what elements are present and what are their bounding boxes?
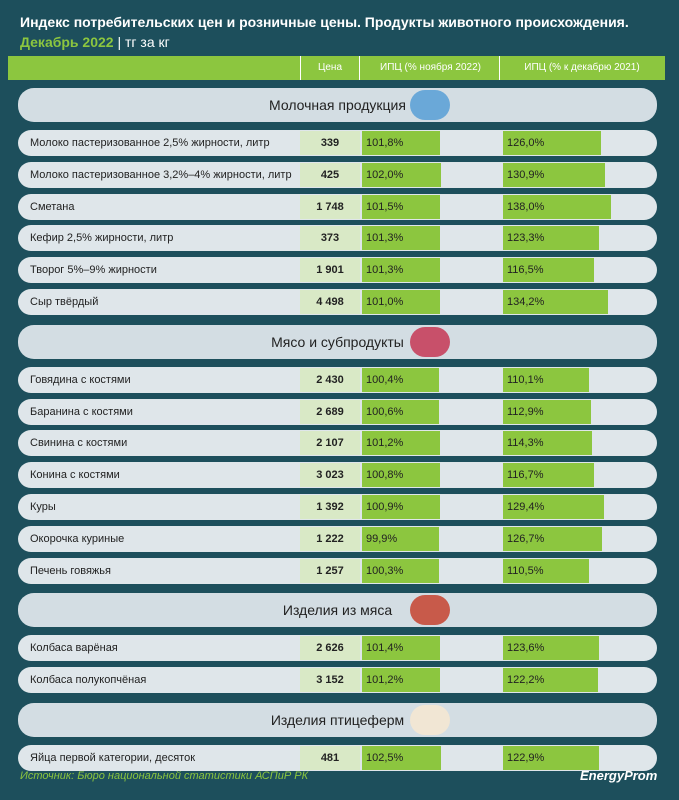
- ipc-dec-bar: 114,3%: [503, 431, 593, 456]
- section-header: Молочная продукция: [18, 88, 657, 122]
- ipc-dec-bar: 130,9%: [503, 162, 606, 187]
- ipc-nov-bar: 100,4%: [362, 367, 440, 392]
- ipc-nov-bar: 101,0%: [362, 290, 440, 314]
- ipc-nov-bar: 100,8%: [362, 463, 440, 488]
- col-header: Цена: [300, 56, 360, 80]
- ipc-dec-bar: 126,7%: [503, 526, 602, 551]
- title: Индекс потребительских цен и розничные ц…: [20, 14, 629, 30]
- price: 2 430: [300, 367, 360, 392]
- ipc-nov-bar: 101,5%: [362, 194, 441, 219]
- ipc-dec-bar: 134,2%: [503, 290, 608, 314]
- section-header: Мясо и субпродукты: [18, 324, 657, 359]
- price: 2 689: [300, 399, 360, 424]
- price: 425: [300, 162, 360, 187]
- price: 3 023: [300, 463, 360, 488]
- section-icon: [410, 326, 450, 357]
- price: 1 748: [300, 194, 360, 219]
- ipc-nov-bar: 101,4%: [362, 636, 441, 661]
- ipc-dec-bar: 112,9%: [503, 399, 592, 424]
- price: 1 222: [300, 526, 360, 551]
- price: 1 901: [300, 258, 360, 283]
- price: 4 498: [300, 290, 360, 314]
- section-header: Изделия из мяса: [18, 593, 657, 628]
- price: 1 392: [300, 495, 360, 519]
- ipc-dec-bar: 122,2%: [503, 668, 599, 693]
- ipc-nov-bar: 100,3%: [362, 558, 440, 583]
- price: 1 257: [300, 558, 360, 583]
- ipc-dec-bar: 129,4%: [503, 495, 604, 519]
- section-icon: [410, 595, 450, 626]
- date-text: Декабрь 2022: [20, 34, 114, 50]
- price: 481: [300, 746, 360, 770]
- ipc-dec-bar: 116,7%: [503, 463, 595, 488]
- price: 339: [300, 131, 360, 155]
- ipc-nov-bar: 100,6%: [362, 399, 440, 424]
- col-header: ИПЦ (% ноября 2022): [362, 56, 500, 80]
- section-icon: [410, 90, 450, 120]
- ipc-nov-bar: 100,9%: [362, 495, 440, 519]
- price: 3 152: [300, 668, 360, 693]
- ipc-dec-bar: 110,5%: [503, 558, 590, 583]
- ipc-dec-bar: 138,0%: [503, 194, 611, 219]
- ipc-nov-bar: 101,3%: [362, 226, 440, 251]
- ipc-dec-bar: 123,3%: [503, 226, 600, 251]
- unit: | тг за кг: [117, 34, 170, 50]
- ipc-dec-bar: 110,1%: [503, 367, 589, 392]
- ipc-nov-bar: 102,5%: [362, 746, 441, 770]
- price: 2 626: [300, 636, 360, 661]
- price: 2 107: [300, 431, 360, 456]
- ipc-nov-bar: 101,2%: [362, 431, 440, 456]
- ipc-dec-bar: 126,0%: [503, 131, 602, 155]
- ipc-dec-bar: 122,9%: [503, 746, 599, 770]
- ipc-nov-bar: 101,3%: [362, 258, 440, 283]
- date: Декабрь 2022 | тг за кг: [20, 34, 170, 50]
- price: 373: [300, 226, 360, 251]
- ipc-nov-bar: 99,9%: [362, 526, 439, 551]
- source: Источник: Бюро национальной статистики А…: [20, 770, 309, 782]
- ipc-nov-bar: 101,8%: [362, 131, 441, 155]
- ipc-dec-bar: 123,6%: [503, 636, 600, 661]
- logo: EnergyProm: [580, 768, 658, 783]
- ipc-nov-bar: 102,0%: [362, 162, 441, 187]
- section-header: Изделия птицеферм: [18, 703, 657, 737]
- ipc-dec-bar: 116,5%: [503, 258, 594, 283]
- ipc-nov-bar: 101,2%: [362, 668, 440, 693]
- col-header: ИПЦ (% к декабрю 2021): [502, 56, 662, 80]
- section-icon: [410, 705, 450, 735]
